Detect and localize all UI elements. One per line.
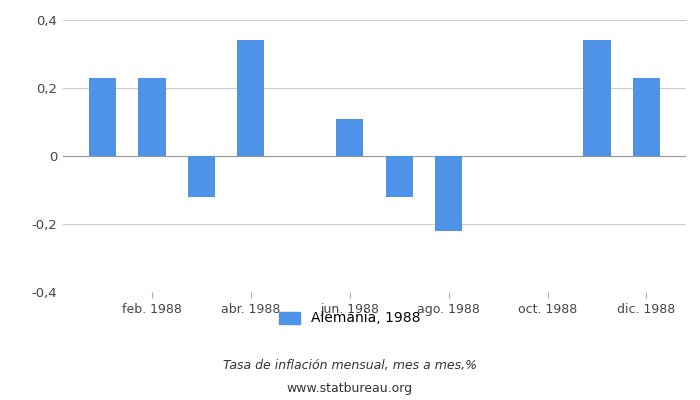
Bar xyxy=(633,78,660,156)
Text: www.statbureau.org: www.statbureau.org xyxy=(287,382,413,395)
Bar xyxy=(188,156,215,197)
Bar xyxy=(139,78,166,156)
Bar xyxy=(435,156,462,231)
Bar xyxy=(336,119,363,156)
Bar xyxy=(237,40,265,156)
Bar xyxy=(583,40,610,156)
Legend: Alemania, 1988: Alemania, 1988 xyxy=(274,306,426,331)
Bar xyxy=(386,156,413,197)
Text: Tasa de inflación mensual, mes a mes,%: Tasa de inflación mensual, mes a mes,% xyxy=(223,360,477,372)
Bar xyxy=(89,78,116,156)
